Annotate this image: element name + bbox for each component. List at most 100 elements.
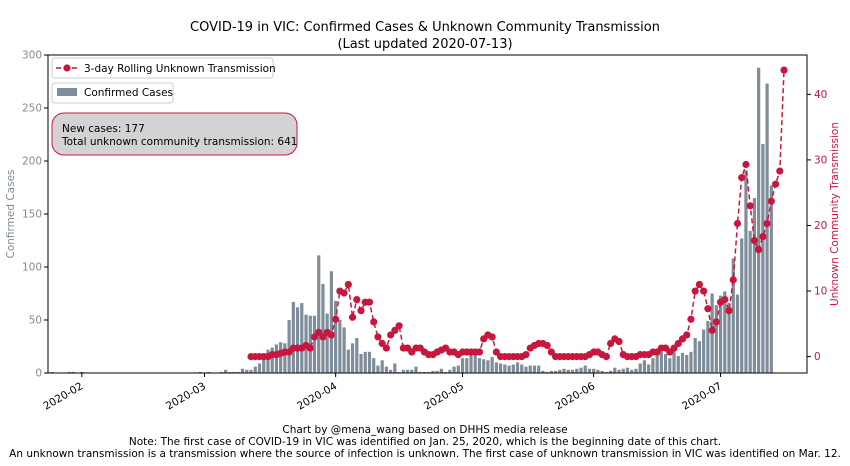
unknown-transmission-point: [606, 339, 615, 348]
bar-confirmed-cases: [583, 365, 587, 373]
bar-confirmed-cases: [558, 369, 562, 373]
unknown-transmission-point: [704, 305, 712, 313]
bar-confirmed-cases: [515, 362, 520, 373]
unknown-transmission-point: [543, 341, 551, 350]
bar-confirmed-cases: [410, 369, 414, 373]
bar-confirmed-cases: [439, 368, 443, 373]
bar-confirmed-cases: [549, 370, 553, 373]
unknown-transmission-point: [712, 318, 720, 326]
bar-confirmed-cases: [490, 357, 494, 373]
bar-confirmed-cases: [596, 369, 600, 373]
bar-confirmed-cases: [532, 365, 537, 373]
bar-confirmed-cases: [769, 185, 773, 373]
x-axis-tick-label: 2020-02: [41, 380, 85, 412]
bar-confirmed-cases: [634, 368, 638, 373]
unknown-transmission-point: [729, 276, 737, 284]
bar-confirmed-cases: [714, 305, 718, 373]
bar-confirmed-cases: [274, 344, 279, 373]
bar-confirmed-cases: [625, 367, 630, 373]
bar-confirmed-cases: [562, 368, 566, 373]
bar-confirmed-cases: [587, 368, 592, 373]
bar-confirmed-cases: [198, 371, 202, 373]
bar-confirmed-cases: [477, 358, 482, 373]
bar-confirmed-cases: [401, 369, 405, 373]
unknown-transmission-point: [387, 331, 395, 339]
unknown-transmission-point: [776, 167, 784, 175]
bar-confirmed-cases: [325, 313, 329, 373]
bar-confirmed-cases: [545, 371, 549, 373]
bar-confirmed-cases: [524, 366, 528, 373]
bar-confirmed-cases: [240, 368, 245, 373]
bar-confirmed-cases: [706, 321, 710, 373]
bar-confirmed-cases: [279, 342, 283, 373]
bar-confirmed-cases: [236, 371, 240, 373]
bar-confirmed-cases: [262, 358, 266, 373]
bar-confirmed-cases: [765, 83, 769, 374]
bar-confirmed-cases: [350, 343, 355, 373]
bar-confirmed-cases: [372, 358, 376, 373]
unknown-transmission-point: [370, 318, 378, 326]
bar-confirmed-cases: [537, 365, 541, 373]
bar-confirmed-cases: [541, 370, 545, 373]
chart-title: COVID-19 in VIC: Confirmed Cases & Unkno…: [190, 20, 660, 35]
bar-confirmed-cases: [685, 354, 689, 373]
bar-confirmed-cases: [228, 371, 232, 373]
bar-confirmed-cases: [604, 371, 608, 373]
left-axis-tick-label: 250: [22, 103, 42, 115]
x-axis-tick-label: 2020-05: [422, 380, 466, 412]
left-axis-tick-label: 300: [22, 50, 42, 62]
bar-confirmed-cases: [676, 356, 680, 373]
bar-confirmed-cases: [245, 369, 249, 373]
bar-confirmed-cases: [570, 369, 575, 373]
bar-confirmed-cases: [663, 353, 668, 373]
legend-box-bar: [51, 82, 174, 104]
unknown-transmission-point: [492, 348, 500, 356]
unknown-transmission-point: [340, 289, 348, 297]
bar-confirmed-cases: [389, 369, 393, 373]
legend-label-confirmed-cases: Confirmed Cases: [84, 87, 173, 99]
bar-confirmed-cases: [283, 343, 287, 373]
bar-confirmed-cases: [642, 360, 647, 373]
bar-confirmed-cases: [740, 238, 744, 373]
bar-confirmed-cases: [655, 354, 659, 373]
bar-confirmed-cases: [486, 360, 490, 373]
unknown-transmission-point: [742, 160, 750, 169]
bar-confirmed-cases: [452, 366, 456, 373]
bar-confirmed-cases: [346, 349, 350, 373]
bar-confirmed-cases: [355, 338, 359, 373]
left-axis-tick-label: 200: [22, 156, 42, 168]
bar-confirmed-cases: [680, 352, 685, 373]
bar-confirmed-cases: [727, 303, 731, 373]
bar-confirmed-cases: [50, 371, 54, 373]
unknown-transmission-point: [615, 337, 623, 346]
unknown-transmission-point: [378, 339, 386, 348]
bar-confirmed-cases: [494, 362, 498, 373]
bar-confirmed-cases: [507, 365, 511, 373]
unknown-transmission-point: [357, 307, 365, 315]
unknown-transmission-point: [522, 351, 530, 359]
bar-confirmed-cases: [338, 320, 342, 373]
bar-confirmed-cases: [397, 371, 401, 373]
unknown-transmission-point: [700, 287, 708, 295]
bar-confirmed-cases: [735, 294, 740, 373]
left-axis-tick-label: 100: [22, 262, 42, 274]
footer-note: Note: The first case of COVID-19 in VIC …: [128, 436, 722, 448]
chart-subtitle: (Last updated 2020-07-13): [337, 37, 513, 52]
bar-confirmed-cases: [554, 370, 558, 373]
bar-confirmed-cases: [287, 320, 291, 373]
bar-confirmed-cases: [460, 358, 465, 373]
bar-confirmed-cases: [317, 255, 321, 373]
unknown-transmission-point: [382, 344, 390, 352]
bar-confirmed-cases: [617, 369, 621, 373]
annotation-new-cases: New cases: 177: [62, 123, 145, 135]
bar-confirmed-cases: [668, 358, 672, 373]
unknown-transmission-point: [771, 180, 780, 188]
bar-confirmed-cases: [744, 170, 748, 373]
bar-confirmed-cases: [312, 315, 317, 373]
x-axis-tick-label: 2020-07: [680, 380, 724, 412]
bar-confirmed-cases: [579, 367, 583, 373]
bar-confirmed-cases: [308, 315, 312, 373]
bar-confirmed-cases: [651, 358, 655, 373]
legend-label-unknown-transmission: 3-day Rolling Unknown Transmission: [84, 63, 276, 75]
